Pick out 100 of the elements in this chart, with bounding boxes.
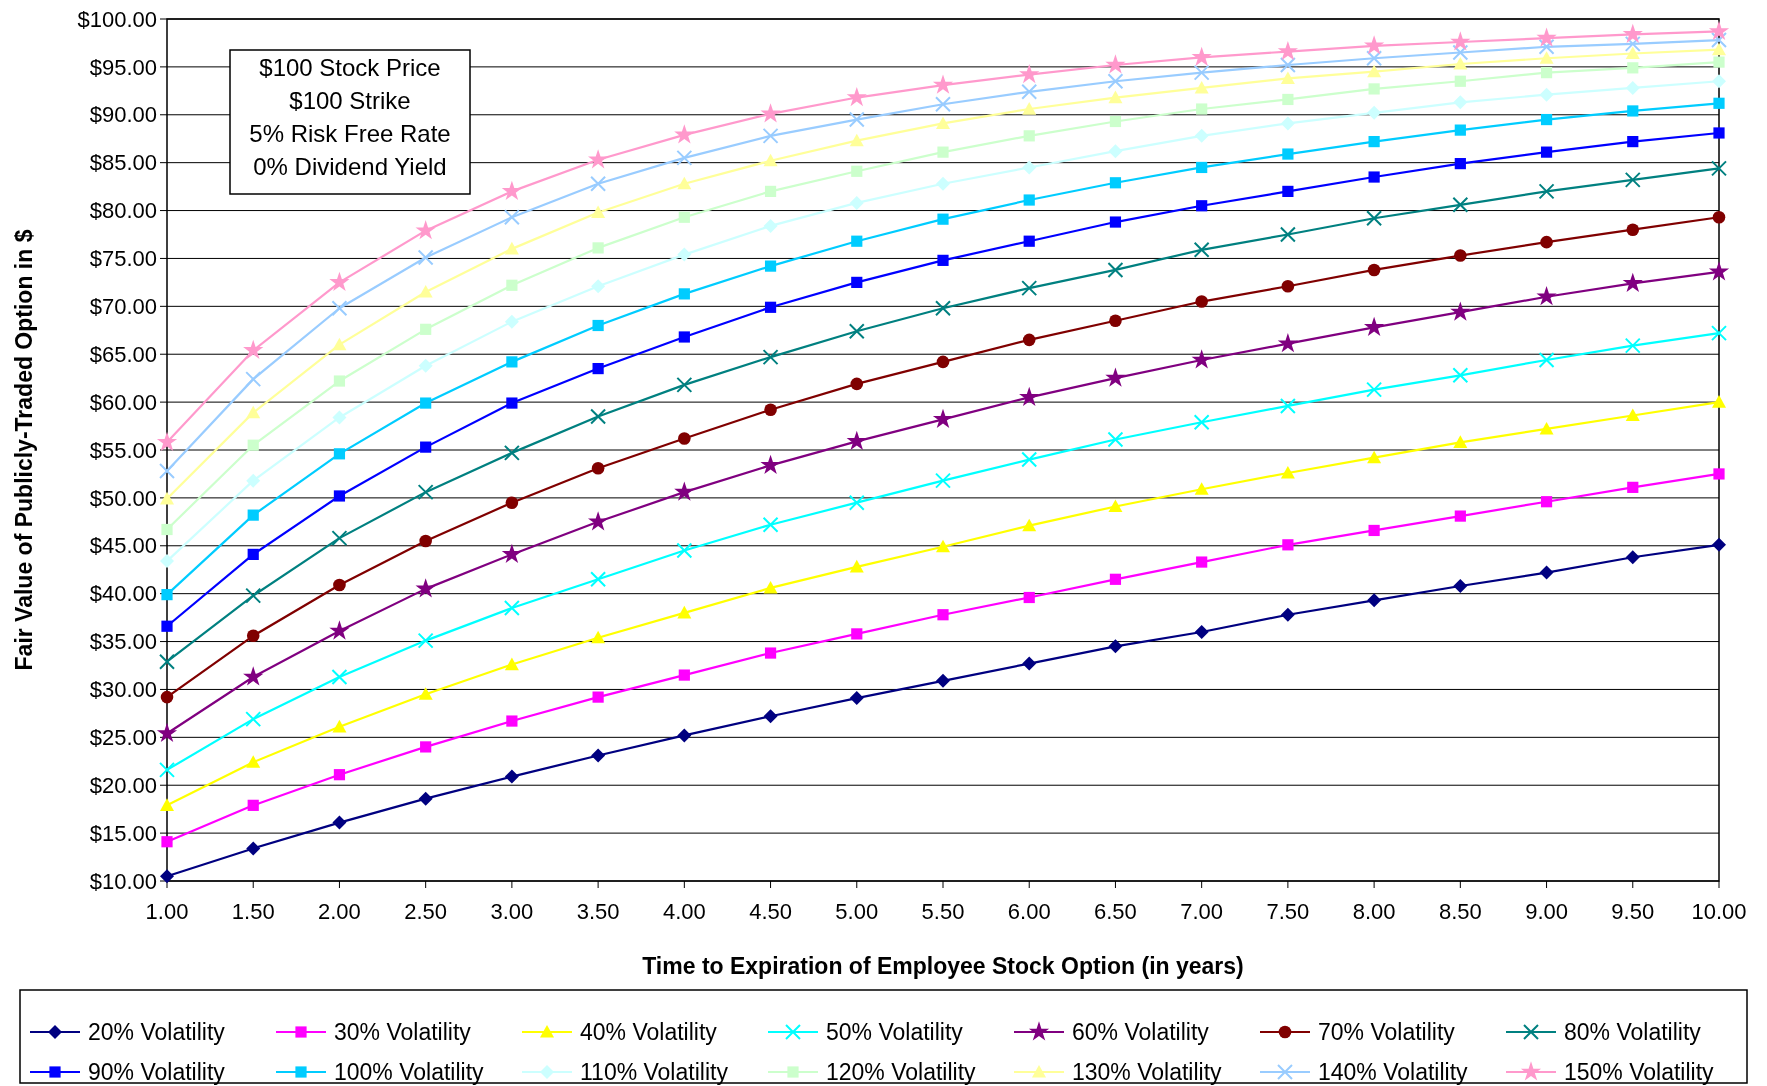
point: [1625, 80, 1640, 95]
point: [415, 220, 436, 240]
x-tick-label: 9.00: [1525, 899, 1568, 924]
point: [1538, 183, 1555, 200]
point: [591, 279, 606, 294]
point: [329, 271, 350, 292]
point: [1282, 93, 1294, 106]
point: [936, 539, 950, 553]
point: [1108, 90, 1123, 104]
point: [763, 709, 778, 724]
point: [1367, 450, 1382, 464]
point: [676, 149, 693, 166]
point: [763, 153, 778, 167]
point: [1454, 249, 1467, 262]
point: [1627, 62, 1639, 74]
point: [1277, 40, 1299, 61]
point: [846, 86, 867, 107]
point: [1368, 171, 1380, 183]
x-axis-title: Time to Expiration of Employee Stock Option (in years): [642, 953, 1244, 979]
legend-label: 120% Volatility: [826, 1059, 977, 1086]
point: [243, 339, 264, 360]
point: [159, 463, 175, 480]
point: [1540, 235, 1553, 249]
point: [329, 620, 350, 640]
point: [591, 748, 606, 763]
x-tick-label: 8.50: [1438, 899, 1482, 924]
point: [1019, 63, 1040, 84]
point: [851, 628, 863, 640]
point: [937, 609, 949, 621]
point: [1450, 31, 1471, 51]
point: [674, 124, 695, 144]
point: [1708, 20, 1730, 41]
point: [332, 337, 347, 351]
point: [1196, 200, 1208, 212]
point: [245, 587, 262, 604]
point: [504, 241, 519, 255]
point: [848, 111, 865, 128]
point: [849, 691, 864, 706]
point: [1367, 263, 1381, 277]
point: [677, 247, 692, 262]
point: [1538, 351, 1555, 368]
point: [936, 673, 950, 688]
point: [1453, 579, 1468, 593]
point: [247, 509, 259, 521]
point: [1105, 367, 1126, 387]
y-tick-label: $80.00: [89, 198, 157, 224]
point: [1277, 333, 1299, 353]
point: [678, 211, 690, 223]
point: [591, 630, 606, 644]
x-tick-label: 1.00: [145, 899, 189, 924]
point: [1454, 75, 1466, 87]
point: [1712, 395, 1726, 408]
point: [1627, 481, 1639, 493]
point: [851, 276, 863, 288]
point: [505, 496, 519, 509]
point: [678, 288, 690, 300]
point: [1539, 51, 1554, 64]
point: [1109, 216, 1122, 228]
point: [591, 205, 606, 219]
point: [159, 761, 175, 778]
point: [1453, 57, 1468, 70]
point: [674, 481, 695, 501]
legend-label: 90% Volatility: [88, 1059, 226, 1086]
x-tick-label: 10.00: [1691, 899, 1747, 924]
point: [333, 490, 346, 502]
point: [760, 454, 781, 474]
point: [161, 523, 173, 536]
point: [246, 473, 261, 488]
x-tick-label: 4.50: [749, 899, 792, 924]
point: [590, 408, 607, 425]
point: [1454, 158, 1466, 170]
point: [1193, 241, 1210, 258]
point: [587, 511, 609, 531]
point: [161, 836, 173, 848]
point: [1712, 74, 1726, 89]
point: [1282, 185, 1294, 197]
point: [156, 431, 178, 451]
point: [243, 666, 264, 686]
point: [850, 377, 864, 391]
point: [590, 571, 607, 588]
point: [849, 133, 864, 147]
point: [1196, 161, 1208, 174]
point: [246, 755, 261, 768]
y-tick-label: $55.00: [89, 437, 157, 463]
point: [764, 301, 777, 313]
point: [677, 605, 692, 619]
point: [1022, 160, 1037, 175]
point: [1109, 314, 1122, 327]
point: [1540, 496, 1553, 508]
y-tick-label: $60.00: [89, 389, 157, 415]
point: [1022, 333, 1036, 347]
point: [849, 559, 864, 573]
point: [333, 769, 346, 781]
point: [246, 841, 261, 856]
point: [760, 103, 781, 123]
point: [333, 448, 346, 460]
point: [159, 653, 175, 670]
point: [245, 371, 262, 388]
point: [762, 127, 779, 144]
point: [420, 397, 432, 409]
